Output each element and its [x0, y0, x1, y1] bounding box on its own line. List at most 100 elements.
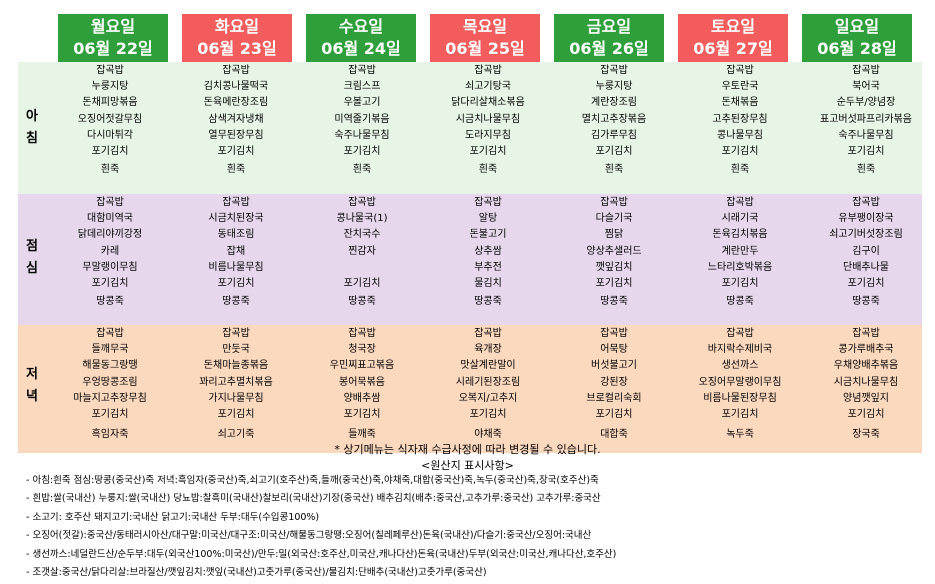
menu-item: 잔치국수	[343, 229, 381, 241]
menu-item: 잡곡밥	[726, 328, 754, 339]
dinner-section	[18, 325, 922, 453]
day-header: 월요일 06월 22일	[58, 14, 168, 62]
menu-item: 잡곡밥	[726, 65, 754, 76]
menu-item: 봉어묵볶음	[339, 376, 385, 388]
menu-item: 미역줄기볶음	[334, 113, 390, 125]
breakfast-menu: 잡곡밥 김치콩나물떡국 돈육메란장조림 삼색겨자냉채 열무된장무침 포기김치 흰죽	[172, 63, 300, 178]
menu-item: 땅콩죽	[852, 296, 880, 308]
menu-item: 어묵탕	[600, 344, 628, 356]
menu-item: 만둣국	[222, 344, 250, 356]
menu-item: 장국죽	[852, 429, 880, 441]
menu-item: 오징어젓갈무침	[77, 113, 143, 125]
breakfast-menu: 잡곡밥 북어국 순두부/양념장 표고버섯파프리카볶음 숙주나물무침 포기김치 흰죽	[802, 63, 930, 178]
menu-item: 찜닭	[604, 229, 624, 241]
menu-item: 시금치나물무침	[455, 113, 521, 125]
menu-item: 유부팽이장국	[838, 213, 894, 225]
menu-item: 누룽지탕	[91, 81, 129, 93]
menu-item: 고추된장무침	[712, 113, 768, 125]
menu-item: 숙주나물무침	[334, 129, 390, 141]
menu-item: 포기김치	[343, 408, 381, 420]
menu-item: 누룽지탕	[595, 81, 633, 93]
menu-item: 포기김치	[343, 277, 381, 289]
menu-item: 포기김치	[469, 408, 507, 420]
dinner-menu: 잡곡밥 들깨무국 해물동그랑땡 우엉땅콩조림 마늘지고추장무침 포기김치 흑임자죽	[46, 326, 174, 443]
menu-item: 육개장	[474, 344, 502, 356]
menu-item: 잡곡밥	[474, 65, 502, 76]
menu-item: 부추전	[474, 261, 502, 273]
menu-item: 멸치고추장볶음	[581, 113, 647, 125]
menu-item: 포기김치	[595, 145, 633, 157]
menu-item: 시래기국	[721, 213, 759, 225]
menu-item: 흰죽	[478, 164, 498, 176]
lunch-menu: 잡곡밥 대함미역국 닭데리야끼강정 카레 무말랭이무침 포기김치 땅콩죽	[46, 195, 174, 310]
menu-item: 해물동그랑땡	[82, 360, 138, 372]
day-date: 06월 27일	[693, 39, 773, 58]
menu-item: 알탕	[478, 213, 498, 225]
menu-item: 오복지/고추지	[458, 392, 518, 404]
menu-item: 우볼고기	[343, 97, 381, 109]
menu-item: 양상추샐러드	[586, 245, 642, 257]
day-date: 06월 23일	[197, 39, 277, 58]
menu-item: 시금치된장국	[208, 213, 264, 225]
menu-item: 다시마튀각	[87, 129, 133, 141]
menu-item: 비름나물무침	[208, 261, 264, 273]
breakfast-menu: 잡곡밥 쇠고기탕국 닭다리살채소볶음 시금치나물무침 도라지무침 포기김치 흰죽	[424, 63, 552, 178]
menu-item: 김구이	[852, 245, 880, 257]
origin-line: - 조갯살:중국산/닭다리살:브라질산/깻잎김치:깻잎(국내산)고춧가루(중국산…	[26, 567, 487, 579]
dinner-menu: 잡곡밥 콩가루배추국 우채양배추볶음 시금치나물무침 양념깻잎지 포기김치 장국죽	[802, 326, 930, 443]
menu-item: 야채죽	[474, 429, 502, 441]
menu-item: 잡곡밥	[726, 197, 754, 208]
lunch-menu: 잡곡밥 유부팽이장국 쇠고기버섯장조림 김구이 단배추나물 포기김치 땅콩죽	[802, 195, 930, 310]
menu-item: 땅콩죽	[600, 296, 628, 308]
day-header: 수요일 06월 24일	[306, 14, 416, 62]
menu-item: 비름나물된장무침	[703, 392, 777, 404]
menu-item: 다슬기국	[595, 213, 633, 225]
menu-item: 닭데리야끼강정	[77, 229, 143, 241]
menu-item: 쇠고기버섯장조림	[829, 229, 903, 241]
day-name: 일요일	[834, 17, 880, 36]
menu-item: 땅콩죽	[726, 296, 754, 308]
menu-item: 땅콩죽	[348, 296, 376, 308]
menu-item: 삼색겨자냉채	[208, 113, 264, 125]
menu-item: 녹두죽	[726, 429, 754, 441]
menu-item: 잡곡밥	[222, 197, 250, 208]
menu-item: 잡곡밥	[222, 328, 250, 339]
menu-item: 청국장	[348, 344, 376, 356]
menu-item: 닭다리살채소볶음	[451, 97, 525, 109]
day-header: 일요일 06월 28일	[802, 14, 912, 62]
menu-item: 잡곡밥	[852, 328, 880, 339]
menu-item: 포기김치	[217, 277, 255, 289]
lunch-menu: 잡곡밥 콩나물국(1) 잔치국수 찐감자 포기김치 땅콩죽	[298, 195, 426, 310]
menu-item: 콩나물국(1)	[336, 213, 388, 225]
menu-item: 흰죽	[226, 164, 246, 176]
dinner-menu: 잡곡밥 바지락수제비국 생선까스 오징어무말랭이무침 비름나물된장무침 포기김치 녹두죽	[676, 326, 804, 443]
menu-item: 쇠고기죽	[217, 429, 255, 441]
menu-item: 우엉땅콩조림	[82, 376, 138, 388]
menu-item: 흰죽	[856, 164, 876, 176]
menu-item: 생선까스	[721, 360, 759, 372]
day-date: 06월 22일	[73, 39, 153, 58]
menu-item: 흰죽	[100, 164, 120, 176]
menu-item: 브로컬리숙회	[586, 392, 642, 404]
breakfast-menu: 잡곡밥 누룽지탕 돈채피망볶음 오징어젓갈무침 다시마튀각 포기김치 흰죽	[46, 63, 174, 178]
menu-item: 꽈리고추멸치볶음	[199, 376, 273, 388]
day-header: 화요일 06월 23일	[182, 14, 292, 62]
day-name: 화요일	[214, 17, 260, 36]
menu-item: 양배추쌈	[343, 392, 381, 404]
menu-item: 열무된장무침	[208, 129, 264, 141]
menu-item: 동태조림	[217, 229, 255, 241]
lunch-menu: 잡곡밥 알탕 돈불고기 상추쌈 부추전 물김치 땅콩죽	[424, 195, 552, 310]
origin-line: - 생선까스:네덜란드산/순두부:대두(외국산100%:미국산)/만두:밀(외국…	[26, 548, 617, 560]
day-header: 토요일 06월 27일	[678, 14, 788, 62]
breakfast-menu: 잡곡밥 누룽지탕 계란장조림 멸치고추장볶음 김가루무침 포기김치 흰죽	[550, 63, 678, 178]
menu-item: 계란장조림	[591, 97, 637, 109]
menu-item: 포기김치	[721, 277, 759, 289]
lunch-menu: 잡곡밥 다슬기국 찜닭 양상추샐러드 깻잎김치 포기김치 땅콩죽	[550, 195, 678, 310]
menu-item: 바지락수제비국	[707, 344, 773, 356]
menu-item: 잡곡밥	[852, 65, 880, 76]
menu-item: 포기김치	[847, 277, 885, 289]
menu-item	[298, 260, 426, 276]
